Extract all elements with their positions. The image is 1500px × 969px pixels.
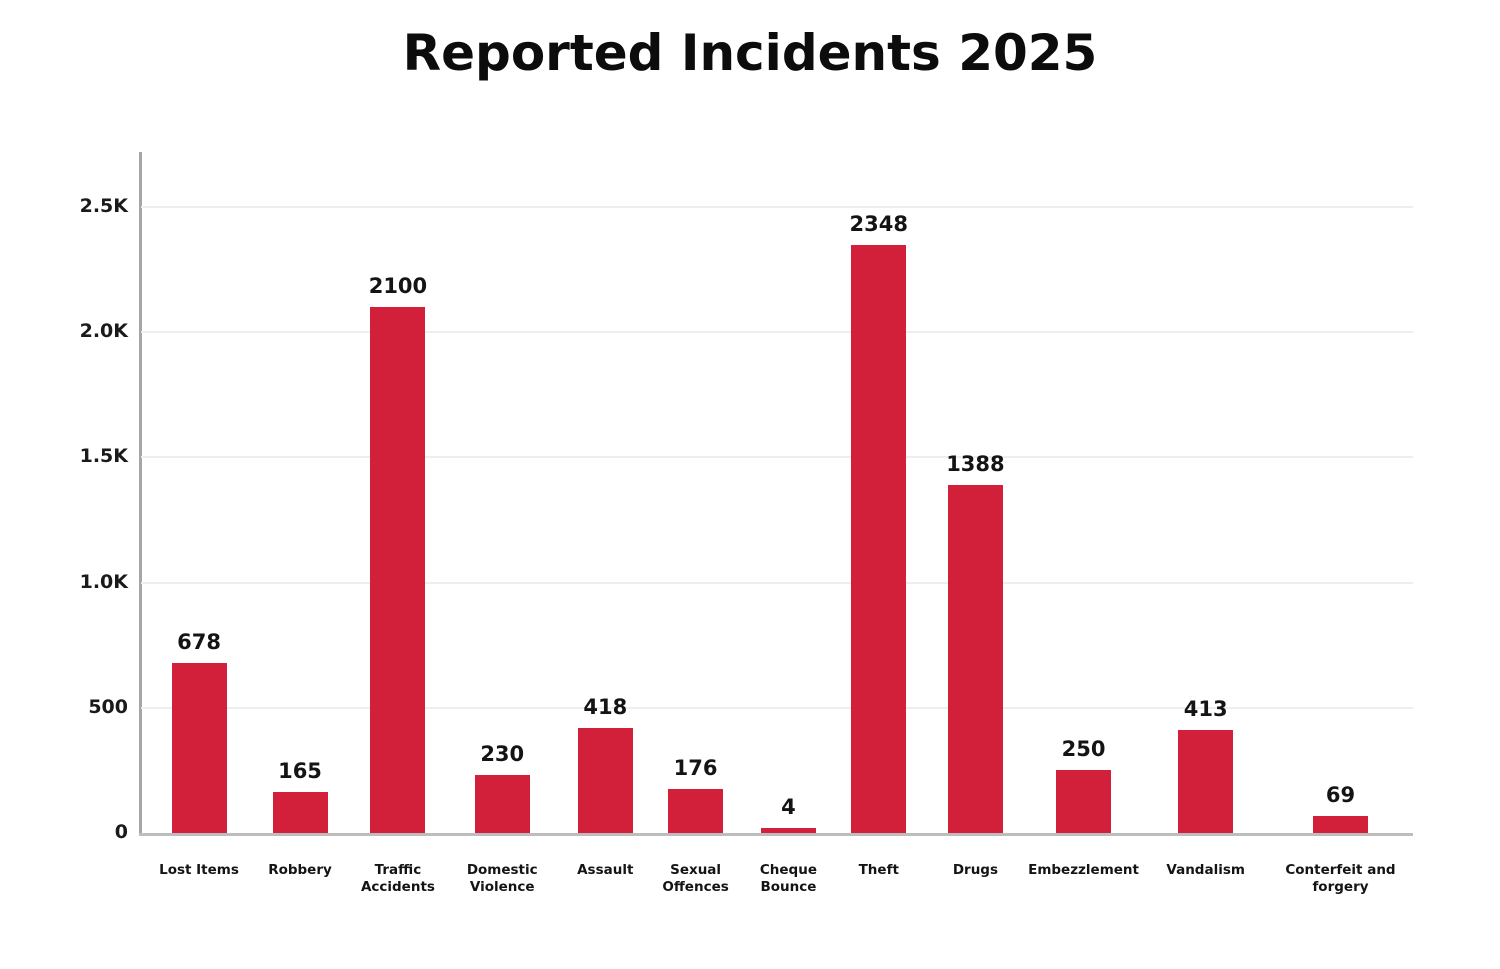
y-axis-tick-label: 500	[88, 695, 128, 718]
y-axis-tick-label: 1.5K	[79, 445, 128, 468]
bar-value-label: 678	[177, 630, 221, 655]
x-axis-label: Vandalism	[1166, 862, 1245, 878]
bar-value-label: 2348	[849, 212, 908, 237]
bar-value-label: 413	[1183, 696, 1228, 721]
bar-value-label: 176	[673, 755, 718, 780]
bar-value-label: 2100	[368, 274, 428, 299]
bar-robbery	[272, 791, 328, 833]
chart-title: Reported Incidents 2025	[402, 24, 1098, 82]
x-axis-label: Robbery	[268, 862, 332, 878]
bar-value-label: 69	[1325, 782, 1356, 807]
y-axis-line	[139, 152, 142, 836]
x-axis-label: Embezzlement	[1028, 862, 1139, 878]
y-axis-tick-label: 2.5K	[79, 195, 128, 218]
bar-embezzlement	[1056, 770, 1112, 833]
x-axis-label: Traffic Accidents	[360, 862, 435, 895]
plot-area: 678 165 2100 230 418 176 4 2348 1388 250 413 69	[141, 152, 1413, 833]
x-axis-label: Lost Items	[159, 862, 239, 878]
y-axis-tick-label: 2.0K	[79, 320, 128, 343]
gridline	[141, 581, 1413, 584]
bar-sexual-offences	[668, 788, 724, 833]
x-axis-baseline	[139, 833, 1413, 836]
bar-domestic-violence	[474, 775, 530, 833]
bar-value-label: 250	[1061, 737, 1106, 762]
x-axis-label: Domestic Violence	[466, 862, 538, 895]
y-axis-tick-label: 1.0K	[79, 570, 128, 593]
x-axis-label: Conterfeit and forgery	[1285, 862, 1396, 895]
gridline	[141, 206, 1413, 209]
x-axis-label: Drugs	[952, 862, 999, 878]
bar-drugs	[947, 485, 1003, 833]
x-axis-label: Sexual Offences	[662, 862, 729, 895]
bar-value-label: 4	[781, 795, 796, 819]
bar-value-label: 230	[480, 742, 525, 767]
gridline	[141, 706, 1413, 709]
bar-lost-items	[171, 663, 227, 833]
bar-theft	[851, 245, 907, 833]
bar-value-label: 1388	[946, 452, 1005, 477]
bar-cheque-bounce	[760, 828, 816, 833]
x-axis-label: Assault	[577, 862, 634, 878]
bar-value-label: 418	[583, 695, 628, 720]
bar-vandalism	[1178, 729, 1234, 833]
bar-assault	[577, 728, 633, 833]
bar-traffic-accidents	[370, 307, 426, 833]
y-axis-tick-label: 0	[114, 821, 128, 843]
x-axis-label: Cheque Bounce	[759, 862, 817, 895]
gridline	[141, 456, 1413, 459]
bar-conterfeit-and-forgery	[1312, 815, 1368, 833]
x-axis-label: Theft	[858, 862, 899, 878]
bar-value-label: 165	[278, 758, 322, 783]
gridline	[141, 331, 1413, 334]
